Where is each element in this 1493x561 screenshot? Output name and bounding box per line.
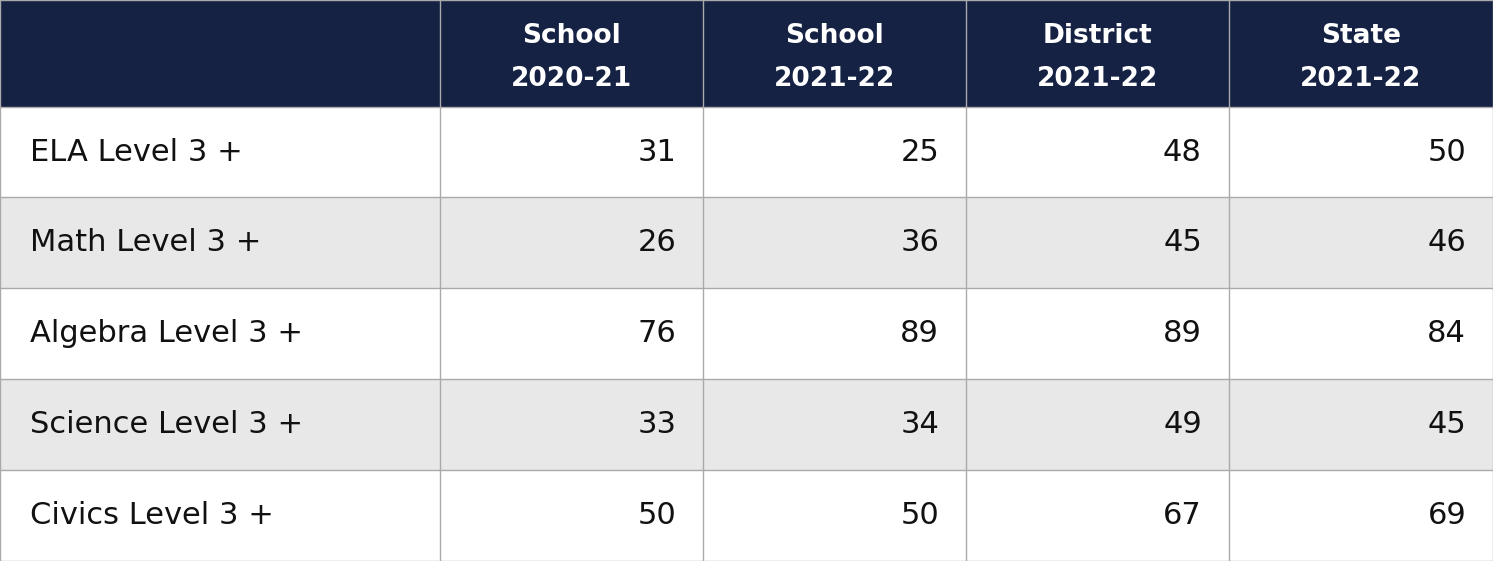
Bar <box>0 197 440 288</box>
Bar <box>703 470 966 561</box>
Bar <box>440 0 703 107</box>
Text: District: District <box>1042 24 1153 49</box>
Bar <box>440 107 703 197</box>
Bar <box>0 0 440 107</box>
Text: Civics Level 3 +: Civics Level 3 + <box>30 501 273 530</box>
Bar <box>0 379 440 470</box>
Text: 34: 34 <box>900 410 939 439</box>
Bar <box>440 470 703 561</box>
Text: 67: 67 <box>1163 501 1202 530</box>
Bar <box>966 288 1229 379</box>
Text: 45: 45 <box>1163 228 1202 257</box>
Text: 25: 25 <box>900 137 939 167</box>
Text: 31: 31 <box>638 137 676 167</box>
Text: 2020-21: 2020-21 <box>511 66 633 91</box>
Bar <box>440 197 703 288</box>
Text: 2021-22: 2021-22 <box>1300 66 1421 91</box>
Text: 26: 26 <box>638 228 676 257</box>
Bar <box>0 470 440 561</box>
Bar <box>703 288 966 379</box>
Bar <box>966 379 1229 470</box>
Bar <box>966 197 1229 288</box>
Text: 50: 50 <box>1427 137 1466 167</box>
Text: 45: 45 <box>1427 410 1466 439</box>
Text: 69: 69 <box>1427 501 1466 530</box>
Text: 48: 48 <box>1163 137 1202 167</box>
Text: Science Level 3 +: Science Level 3 + <box>30 410 303 439</box>
Text: 50: 50 <box>638 501 676 530</box>
Text: Math Level 3 +: Math Level 3 + <box>30 228 261 257</box>
Text: 49: 49 <box>1163 410 1202 439</box>
Bar <box>703 379 966 470</box>
Bar <box>0 107 440 197</box>
Text: 50: 50 <box>900 501 939 530</box>
Text: State: State <box>1321 24 1400 49</box>
Text: 2021-22: 2021-22 <box>773 66 896 91</box>
Bar <box>1229 107 1493 197</box>
Bar <box>1229 470 1493 561</box>
Text: School: School <box>785 24 884 49</box>
Bar <box>703 107 966 197</box>
Bar <box>440 379 703 470</box>
Bar <box>1229 288 1493 379</box>
Bar <box>966 470 1229 561</box>
Text: 76: 76 <box>638 319 676 348</box>
Text: 33: 33 <box>638 410 676 439</box>
Text: 89: 89 <box>1163 319 1202 348</box>
Bar <box>440 288 703 379</box>
Text: School: School <box>523 24 621 49</box>
Bar <box>0 288 440 379</box>
Text: Algebra Level 3 +: Algebra Level 3 + <box>30 319 303 348</box>
Text: 89: 89 <box>900 319 939 348</box>
Bar <box>966 0 1229 107</box>
Bar <box>1229 0 1493 107</box>
Bar <box>703 0 966 107</box>
Bar <box>966 107 1229 197</box>
Text: 46: 46 <box>1427 228 1466 257</box>
Text: 2021-22: 2021-22 <box>1036 66 1159 91</box>
Bar <box>1229 197 1493 288</box>
Bar <box>1229 379 1493 470</box>
Text: 36: 36 <box>900 228 939 257</box>
Text: ELA Level 3 +: ELA Level 3 + <box>30 137 242 167</box>
Bar <box>703 197 966 288</box>
Text: 84: 84 <box>1427 319 1466 348</box>
